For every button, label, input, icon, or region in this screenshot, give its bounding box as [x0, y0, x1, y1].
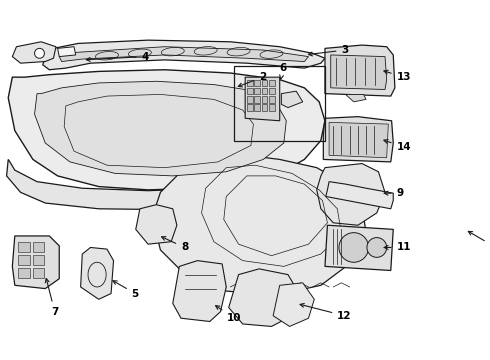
Bar	[254, 104, 260, 111]
Bar	[235, 67, 325, 140]
Text: 8: 8	[162, 237, 188, 252]
Polygon shape	[325, 45, 395, 96]
Text: 11: 11	[384, 243, 411, 252]
Text: 14: 14	[384, 140, 411, 152]
Polygon shape	[317, 163, 385, 225]
Polygon shape	[273, 283, 314, 327]
Polygon shape	[35, 81, 286, 176]
Bar	[247, 80, 252, 86]
Bar	[33, 242, 45, 252]
Text: 6: 6	[280, 63, 287, 79]
Bar	[18, 268, 29, 278]
Bar	[18, 242, 29, 252]
Bar	[269, 88, 275, 94]
Bar	[247, 88, 252, 94]
Circle shape	[35, 48, 45, 58]
Text: 4: 4	[86, 51, 149, 62]
Polygon shape	[12, 236, 59, 289]
Polygon shape	[12, 42, 56, 63]
Polygon shape	[329, 122, 388, 158]
Polygon shape	[59, 47, 309, 62]
Bar	[247, 96, 252, 103]
Bar	[247, 104, 252, 111]
Polygon shape	[345, 94, 366, 102]
Bar	[262, 96, 268, 103]
Polygon shape	[326, 182, 393, 209]
Text: 12: 12	[300, 303, 352, 321]
Text: 10: 10	[216, 306, 242, 323]
Bar	[33, 268, 45, 278]
Polygon shape	[152, 155, 366, 295]
Text: 2: 2	[238, 72, 267, 87]
Polygon shape	[58, 47, 75, 57]
Polygon shape	[8, 70, 325, 190]
Polygon shape	[331, 55, 387, 90]
Bar	[269, 104, 275, 111]
Polygon shape	[245, 77, 280, 121]
Polygon shape	[6, 159, 309, 210]
Polygon shape	[325, 225, 393, 270]
Polygon shape	[81, 247, 114, 299]
Text: 13: 13	[384, 70, 411, 82]
Bar	[254, 80, 260, 86]
Bar	[262, 104, 268, 111]
Text: 9: 9	[384, 188, 404, 198]
Bar	[18, 255, 29, 265]
Text: 3: 3	[308, 45, 349, 56]
Bar	[262, 80, 268, 86]
Text: 1: 1	[468, 231, 490, 251]
Bar	[254, 96, 260, 103]
Text: 5: 5	[113, 281, 139, 298]
Polygon shape	[323, 117, 393, 162]
Bar	[269, 80, 275, 86]
Polygon shape	[173, 261, 226, 321]
Polygon shape	[229, 269, 298, 327]
Bar	[269, 96, 275, 103]
Circle shape	[367, 238, 387, 257]
Polygon shape	[136, 205, 177, 244]
Bar	[254, 88, 260, 94]
Polygon shape	[43, 40, 325, 70]
Bar	[33, 255, 45, 265]
Bar	[262, 88, 268, 94]
Polygon shape	[281, 91, 303, 108]
Circle shape	[339, 233, 368, 262]
Text: 7: 7	[45, 279, 58, 317]
